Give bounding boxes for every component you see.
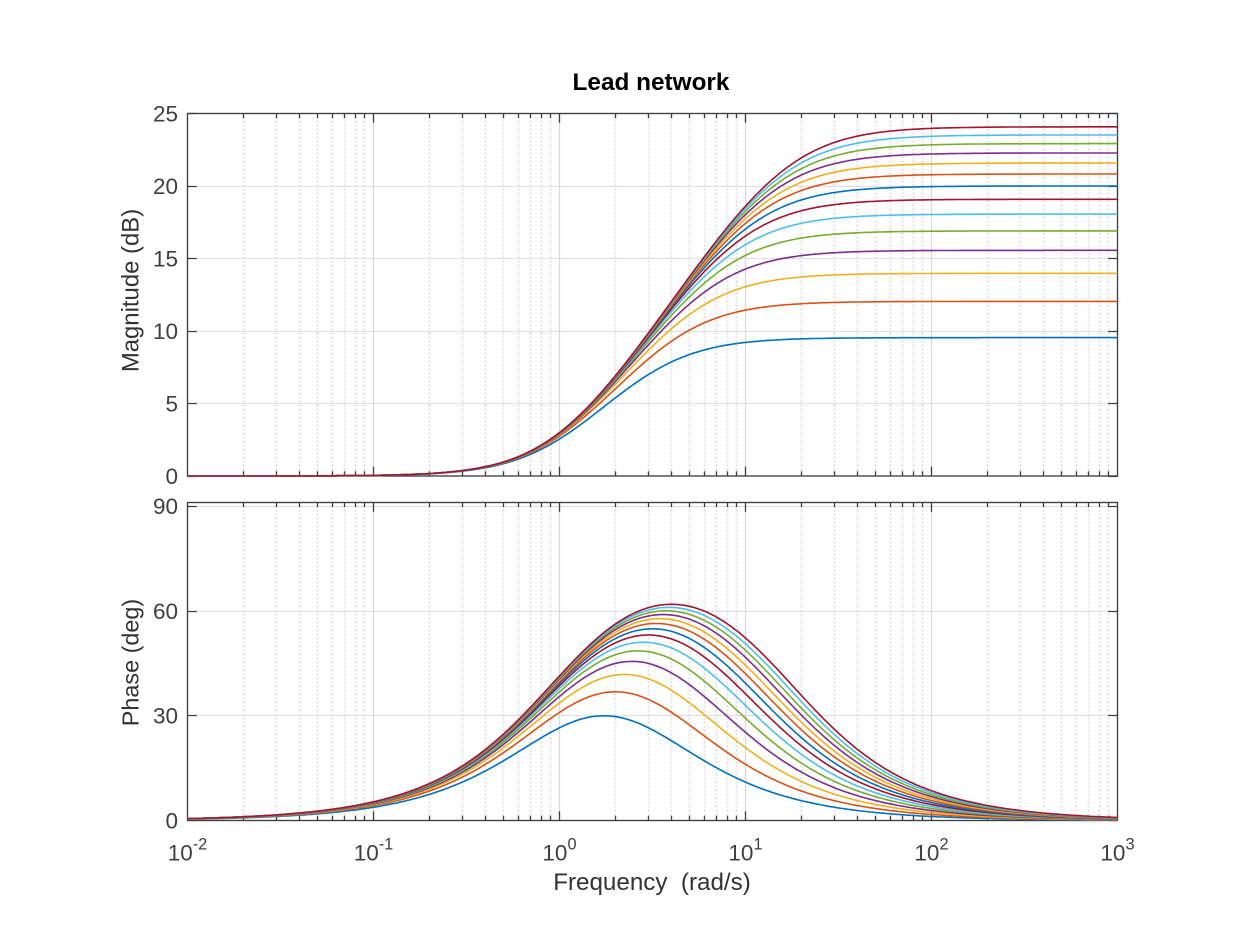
svg-text:0: 0 <box>165 808 178 833</box>
svg-text:5: 5 <box>165 391 178 416</box>
svg-text:15: 15 <box>153 246 178 271</box>
svg-text:90: 90 <box>153 494 178 519</box>
svg-text:25: 25 <box>153 101 178 126</box>
svg-text:10: 10 <box>153 319 178 344</box>
svg-text:60: 60 <box>153 599 178 624</box>
svg-text:30: 30 <box>153 704 178 729</box>
svg-text:0: 0 <box>165 464 178 489</box>
svg-text:Phase (deg): Phase (deg) <box>118 599 144 726</box>
svg-text:Frequency (rad/s): Frequency (rad/s) <box>553 869 751 896</box>
svg-text:20: 20 <box>153 174 178 199</box>
svg-text:Lead network: Lead network <box>573 69 730 96</box>
svg-text:Magnitude (dB): Magnitude (dB) <box>118 209 145 372</box>
